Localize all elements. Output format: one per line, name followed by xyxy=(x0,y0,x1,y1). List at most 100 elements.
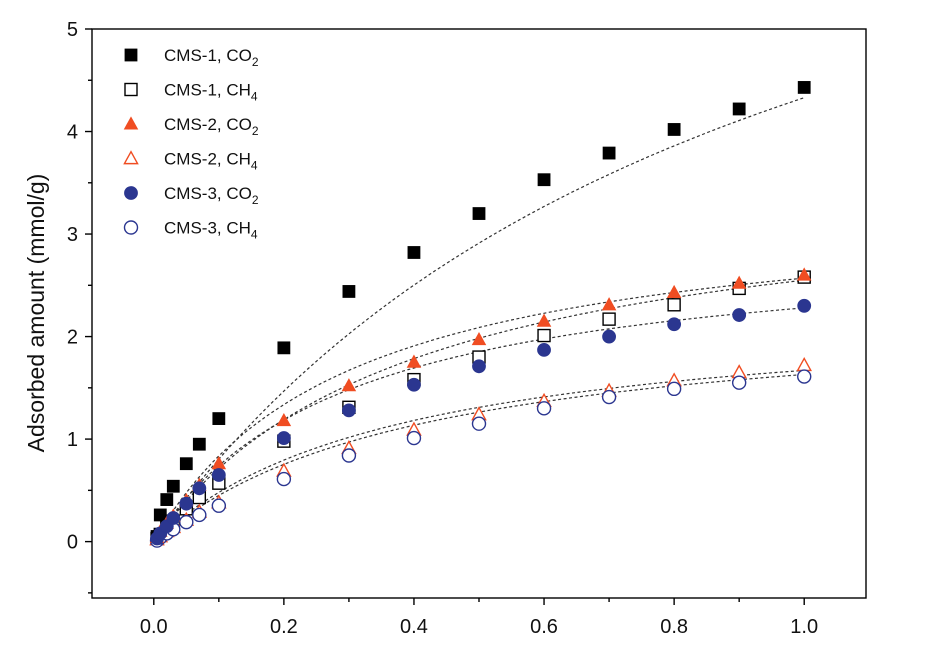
x-tick-label: 0.6 xyxy=(530,616,558,638)
legend-label: CMS-1, CO2 xyxy=(164,46,259,69)
data-point xyxy=(472,207,486,220)
y-axis-title: Adsorbed amount (mmol/g) xyxy=(23,174,49,453)
legend-label-subscript: 4 xyxy=(251,228,258,242)
data-point xyxy=(732,102,746,116)
data-point xyxy=(179,514,194,530)
data-point xyxy=(407,377,421,392)
legend-label-subscript: 2 xyxy=(252,193,259,207)
data-point xyxy=(166,511,181,525)
y-tick-label: 2 xyxy=(67,327,78,349)
legend-label-main: CMS-2, CO xyxy=(164,115,252,134)
legend-item: CMS-3, CH4 xyxy=(123,219,258,242)
data-point xyxy=(602,312,616,326)
data-point xyxy=(342,403,356,418)
data-point xyxy=(601,297,617,311)
legend-marker xyxy=(124,82,138,97)
legend-label: CMS-3, CO2 xyxy=(164,184,259,207)
data-point xyxy=(160,493,174,506)
data-point xyxy=(407,246,421,259)
data-point xyxy=(666,284,682,299)
legend-label: CMS-1, CH4 xyxy=(164,81,258,104)
data-point xyxy=(536,313,552,327)
data-point xyxy=(602,329,616,344)
legend-item: CMS-2, CH4 xyxy=(123,150,258,173)
data-point xyxy=(179,496,194,511)
legend-marker xyxy=(124,186,138,200)
y-axis: 0 1 2 3 4 5 xyxy=(67,19,92,594)
data-point xyxy=(796,267,812,281)
data-point xyxy=(276,412,292,427)
x-axis: 0.0 0.2 0.4 0.6 0.8 1.0 xyxy=(140,598,818,638)
data-point xyxy=(537,342,551,357)
legend-marker xyxy=(123,116,139,130)
data-point xyxy=(406,430,422,446)
data-point xyxy=(192,507,207,523)
data-point xyxy=(341,378,357,392)
data-point xyxy=(166,479,180,493)
data-points xyxy=(149,81,812,548)
data-point xyxy=(602,146,616,160)
y-tick-label: 3 xyxy=(67,224,78,246)
x-tick-label: 0.8 xyxy=(660,616,688,638)
legend-label-subscript: 4 xyxy=(251,159,258,173)
legend-marker xyxy=(124,48,138,62)
data-point xyxy=(797,369,812,384)
x-tick-label: 0.0 xyxy=(140,616,168,638)
data-point xyxy=(667,317,682,332)
data-point xyxy=(666,381,682,397)
data-point xyxy=(179,457,193,471)
data-point xyxy=(211,456,227,470)
data-point xyxy=(277,341,291,355)
fit-line xyxy=(153,369,805,543)
legend-label: CMS-2, CO2 xyxy=(164,115,259,138)
legend-label-subscript: 2 xyxy=(252,55,259,69)
legend-item: CMS-1, CH4 xyxy=(124,81,258,104)
legend-item: CMS-1, CO2 xyxy=(124,46,259,69)
fit-line xyxy=(153,373,805,543)
data-point xyxy=(796,356,812,372)
data-point xyxy=(731,375,747,390)
legend-label: CMS-2, CH4 xyxy=(164,150,258,173)
data-point xyxy=(732,308,747,322)
legend-item: CMS-3, CO2 xyxy=(124,184,259,207)
data-point xyxy=(341,448,357,463)
data-point xyxy=(472,359,486,374)
legend-label-main: CMS-1, CH xyxy=(164,81,251,100)
data-point xyxy=(731,275,747,289)
data-point xyxy=(797,298,812,313)
legend-label-main: CMS-3, CH xyxy=(164,219,251,238)
data-point xyxy=(276,431,291,445)
legend-label-main: CMS-2, CH xyxy=(164,150,251,169)
data-point xyxy=(342,285,356,298)
data-point xyxy=(537,328,551,343)
data-point xyxy=(601,389,617,405)
legend-label: CMS-3, CH4 xyxy=(164,219,258,242)
data-point xyxy=(153,508,167,522)
data-point xyxy=(471,331,487,346)
legend-marker xyxy=(123,220,139,235)
legend-label-subscript: 2 xyxy=(252,124,259,138)
data-point xyxy=(192,437,206,451)
legend-label-main: CMS-1, CO xyxy=(164,46,252,65)
data-point xyxy=(192,481,207,496)
data-point xyxy=(276,471,292,487)
fit-line xyxy=(153,277,805,542)
legend-item: CMS-2, CO2 xyxy=(123,115,259,138)
y-tick-label: 4 xyxy=(67,122,78,144)
data-point xyxy=(797,81,811,94)
data-point xyxy=(406,354,422,368)
data-point xyxy=(471,416,487,431)
legend-label-subscript: 4 xyxy=(251,90,258,104)
x-tick-label: 0.2 xyxy=(270,616,298,638)
data-point xyxy=(211,498,227,513)
data-point xyxy=(211,468,226,482)
y-tick-label: 5 xyxy=(67,19,78,41)
x-tick-label: 0.4 xyxy=(400,616,428,638)
y-tick-label: 0 xyxy=(67,532,78,554)
data-point xyxy=(212,412,226,425)
data-point xyxy=(667,298,681,312)
legend-label-main: CMS-3, CO xyxy=(164,184,252,203)
legend-marker xyxy=(123,150,139,165)
